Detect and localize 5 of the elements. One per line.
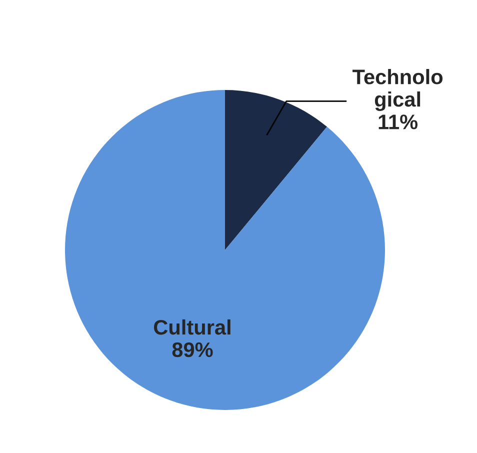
data-label: 11% <box>378 114 418 130</box>
slice-label: Technolo gical <box>352 69 443 111</box>
slice-label: Cultural <box>154 319 230 335</box>
pie-slice <box>225 90 327 250</box>
data-label: 89% <box>172 342 213 358</box>
